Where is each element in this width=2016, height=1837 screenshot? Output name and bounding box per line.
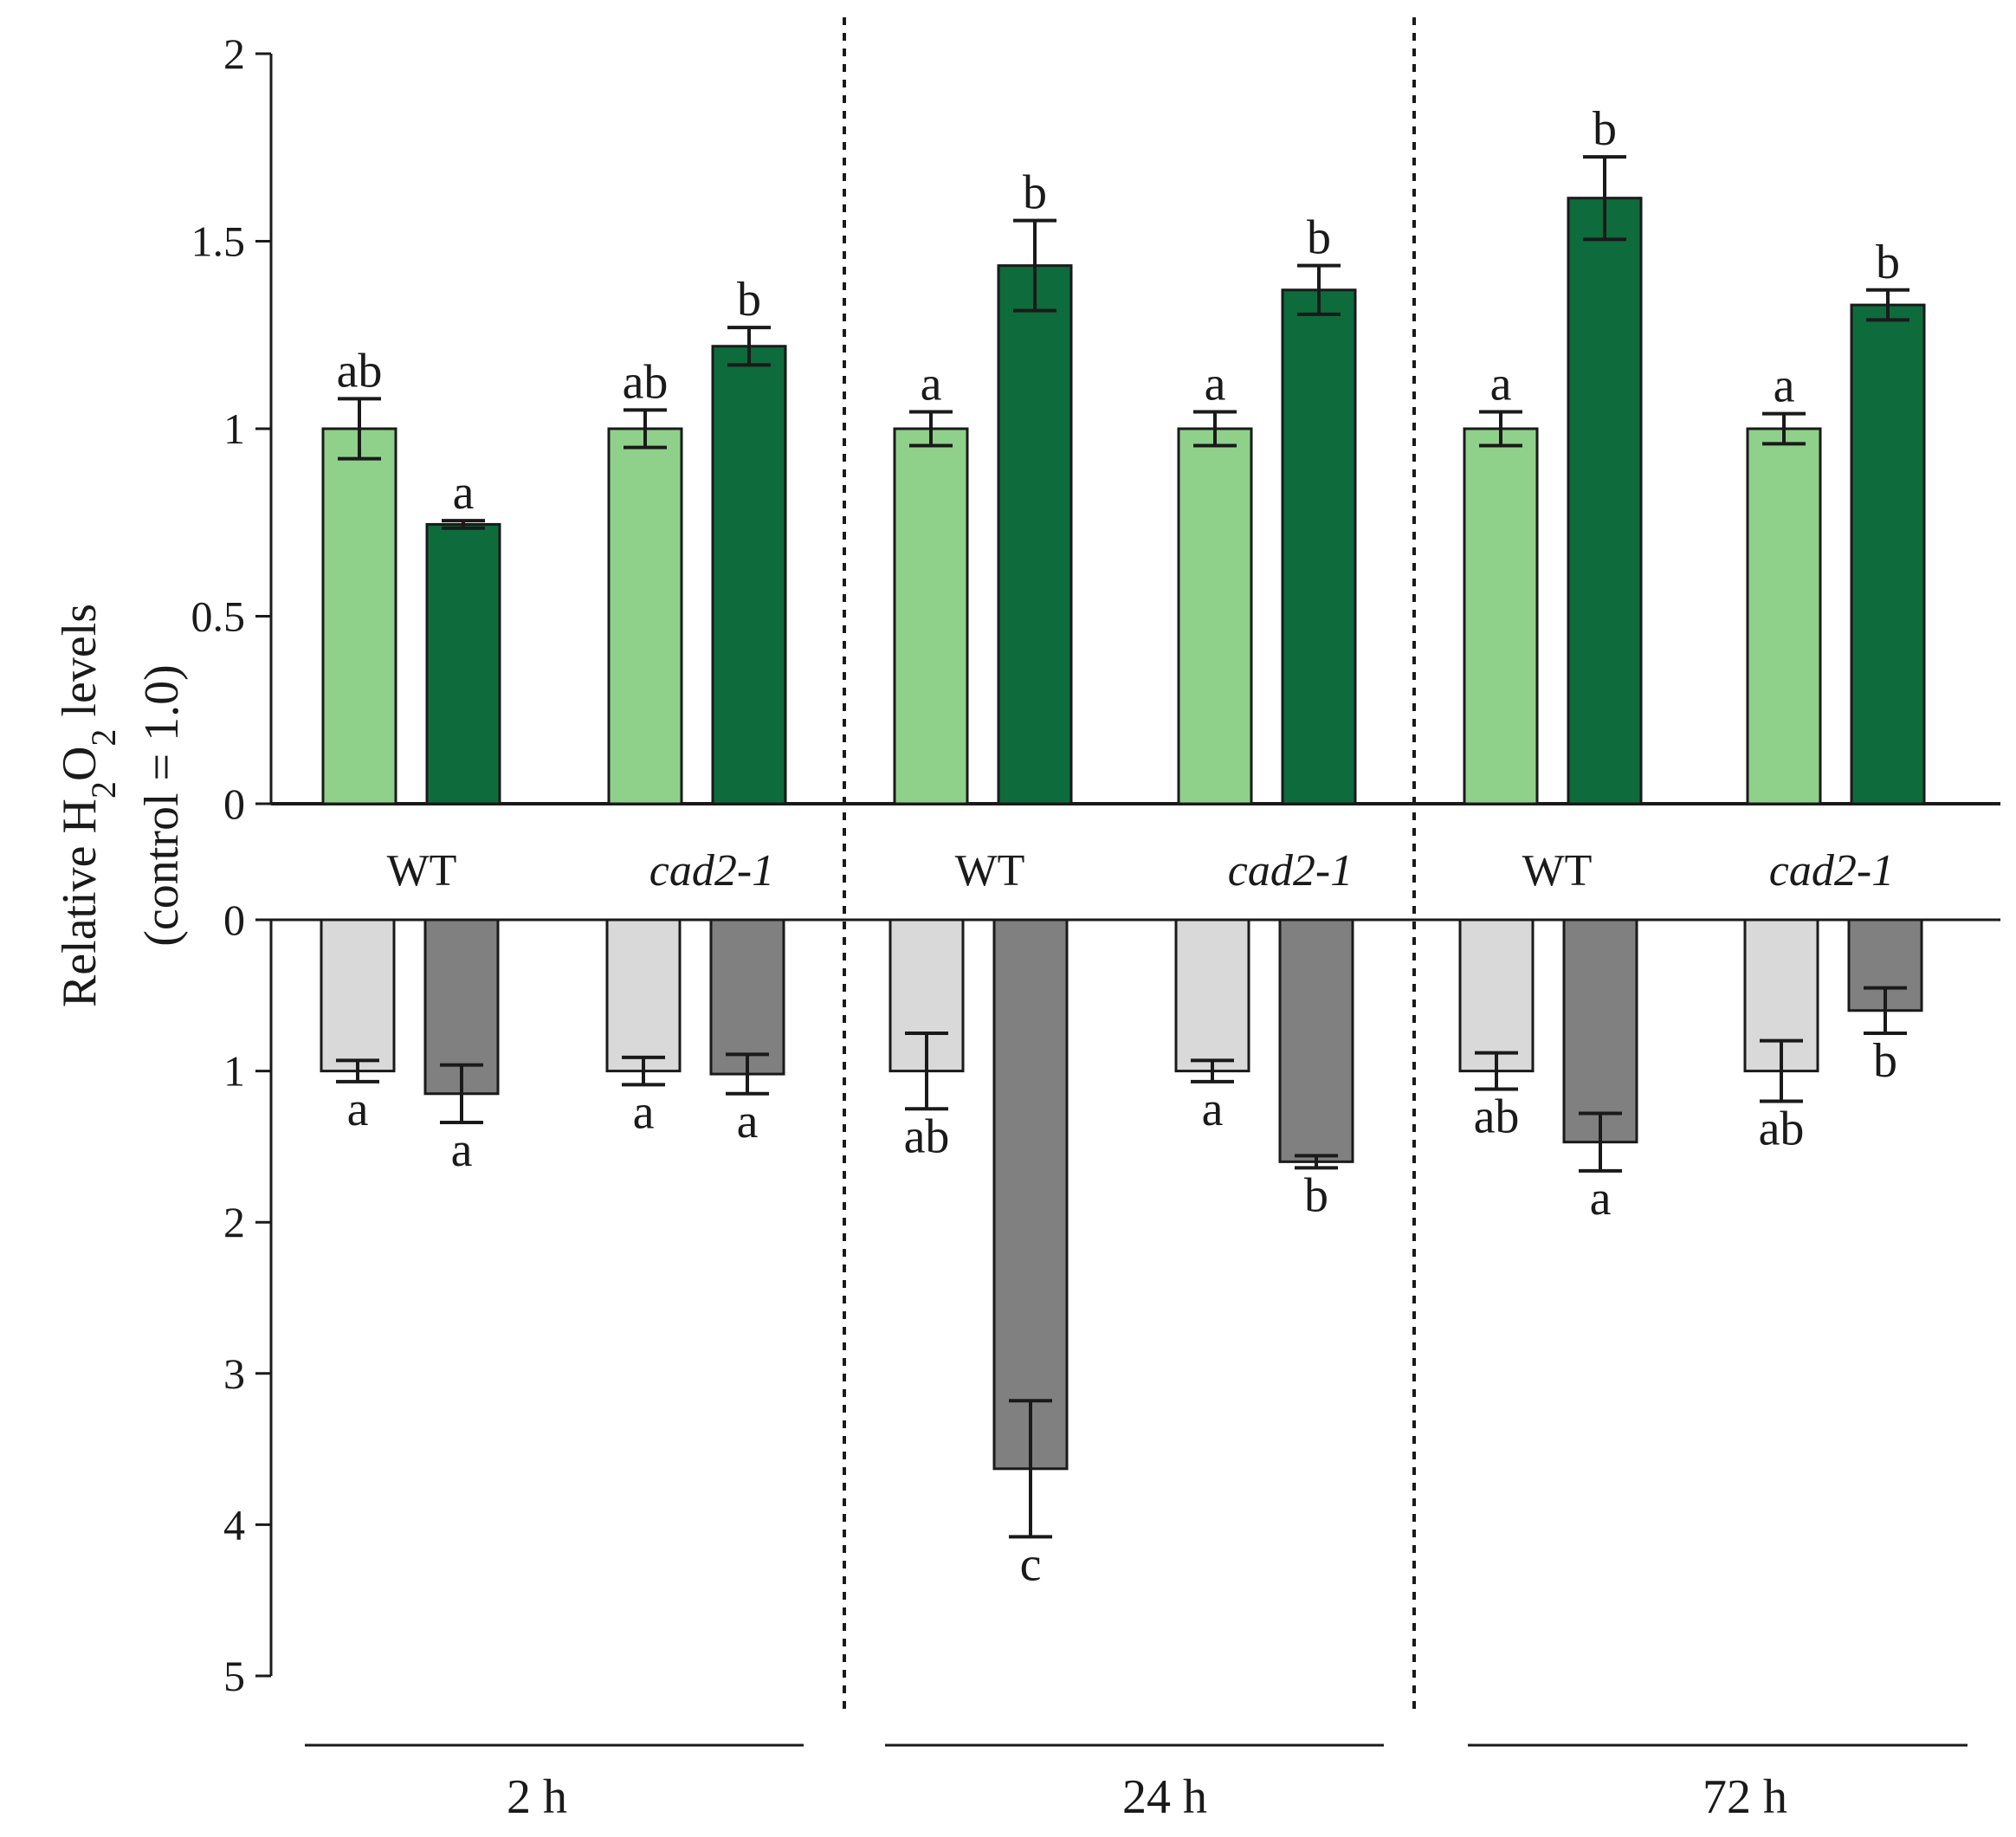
top-significance-letter: a <box>453 466 475 520</box>
bottom-significance-letter: a <box>347 1083 369 1136</box>
bottom-significance-letter: a <box>1202 1083 1224 1136</box>
bottom-bar <box>1174 918 1250 1073</box>
top-significance-letter: a <box>1205 358 1226 411</box>
bottom-bar <box>1562 918 1638 1144</box>
bottom-bar <box>992 918 1069 1471</box>
top-bar <box>321 427 397 805</box>
top-bar <box>893 427 969 805</box>
top-significance-letter: a <box>921 358 942 411</box>
bottom-significance-letter: ab <box>1474 1090 1520 1144</box>
top-bar <box>711 345 787 805</box>
bottom-significance-letter: ab <box>1759 1103 1805 1156</box>
genotype-label-cad2-1: cad2-1 <box>1769 846 1894 896</box>
top-significance-letter: b <box>737 273 761 327</box>
genotype-label-wt: WT <box>1522 846 1593 896</box>
time-point-label: 72 h <box>1703 1770 1787 1824</box>
top-bar <box>1177 427 1253 805</box>
top-bar <box>1567 197 1643 805</box>
top-y-tick-label: 1.5 <box>191 217 246 266</box>
top-significance-letter: b <box>1593 102 1617 156</box>
top-y-tick-label: 0.5 <box>191 592 246 641</box>
y-axis-title-line2: (control = 1.0) <box>135 664 189 947</box>
bottom-y-tick-label: 5 <box>223 1652 245 1700</box>
bottom-significance-letter: ab <box>904 1109 950 1163</box>
bottom-bar <box>1278 918 1354 1163</box>
top-significance-letter: b <box>1307 211 1331 265</box>
bottom-significance-letter: a <box>633 1085 655 1139</box>
bottom-y-tick-label: 1 <box>223 1047 245 1096</box>
top-y-tick-label: 0 <box>223 779 245 828</box>
top-y-tick-label: 2 <box>223 29 245 78</box>
bottom-bar <box>320 918 396 1073</box>
bottom-y-tick-label: 2 <box>223 1198 245 1246</box>
bottom-bar <box>1458 918 1535 1073</box>
bottom-y-tick-label: 3 <box>223 1349 245 1398</box>
top-significance-letter: ab <box>337 344 383 398</box>
top-bar <box>1463 427 1539 805</box>
time-point-label: 24 h <box>1122 1770 1207 1824</box>
bottom-y-tick-label: 4 <box>223 1500 245 1549</box>
y-axis-title: Relative H2O2 levels (control = 1.0) <box>53 604 189 1007</box>
genotype-label-cad2-1: cad2-1 <box>1228 846 1353 896</box>
bottom-significance-letter: a <box>1590 1172 1612 1226</box>
top-bar <box>1746 427 1822 805</box>
top-significance-letter: a <box>1490 358 1512 411</box>
top-bar <box>425 522 501 805</box>
top-bar <box>1281 288 1357 805</box>
bottom-significance-letter: b <box>1304 1168 1328 1222</box>
top-y-tick-label: 1 <box>223 404 245 453</box>
y-axis-title-line1: Relative H2O2 levels <box>53 604 123 1007</box>
bottom-significance-letter: a <box>737 1095 759 1148</box>
top-significance-letter: a <box>1774 359 1795 413</box>
bottom-significance-letter: a <box>451 1123 473 1177</box>
top-bar <box>607 427 683 805</box>
genotype-label-wt: WT <box>387 846 457 896</box>
time-point-label: 2 h <box>507 1770 567 1824</box>
bottom-bar <box>605 918 682 1073</box>
bottom-y-tick-label: 0 <box>223 896 245 944</box>
top-significance-letter: b <box>1876 236 1900 289</box>
top-significance-letter: ab <box>623 355 669 409</box>
bottom-bar <box>709 918 785 1076</box>
top-bar <box>1850 303 1926 805</box>
genotype-label-wt: WT <box>955 846 1025 896</box>
genotype-label-cad2-1: cad2-1 <box>649 846 774 896</box>
top-significance-letter: b <box>1023 166 1047 220</box>
bottom-significance-letter: c <box>1020 1537 1042 1591</box>
top-bar <box>997 264 1073 805</box>
bottom-significance-letter: b <box>1873 1034 1897 1088</box>
